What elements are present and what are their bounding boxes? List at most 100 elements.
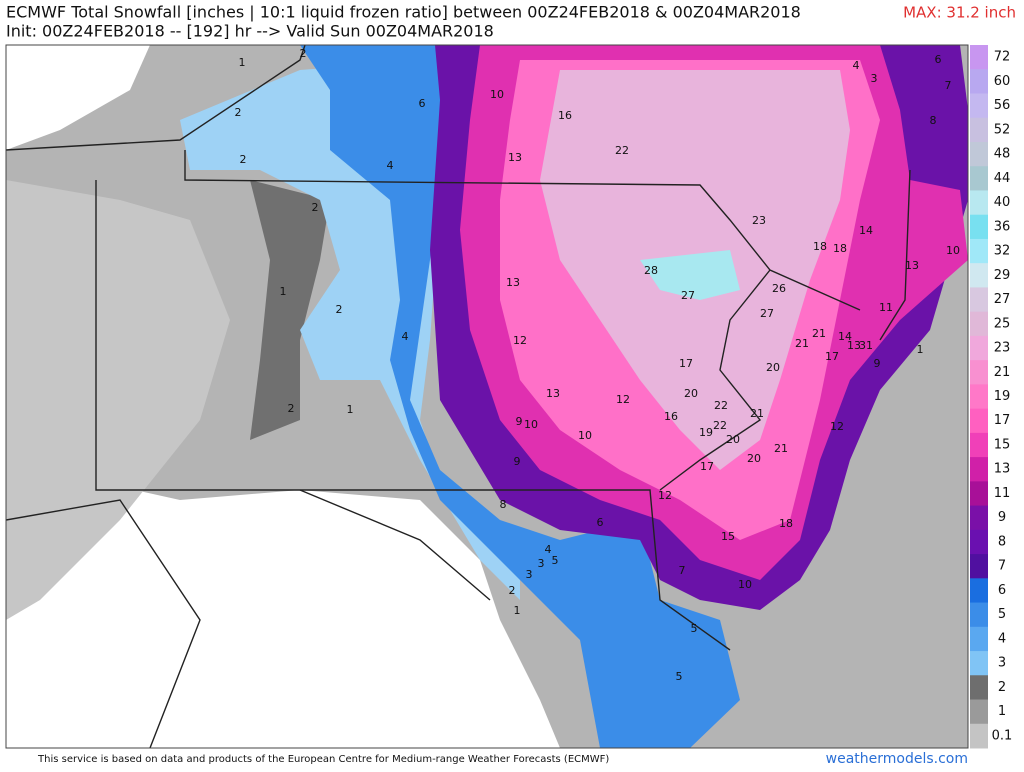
snowfall-label: 10 <box>524 418 538 431</box>
snowfall-label: 10 <box>578 429 592 442</box>
legend-swatch <box>970 190 988 216</box>
legend-swatch <box>970 554 988 579</box>
snowfall-label: 2 <box>312 201 319 214</box>
border <box>299 489 491 601</box>
snowfall-label: 27 <box>681 289 695 302</box>
legend-label: 48 <box>994 147 1011 162</box>
legend-swatch <box>970 578 988 604</box>
snowfall-label: 6 <box>419 97 426 110</box>
snowfall-label: 6 <box>597 516 604 529</box>
legend-label: 3 <box>998 656 1006 671</box>
snowfall-label: 21 <box>750 407 764 420</box>
snowfall-label: 20 <box>726 433 740 446</box>
snowfall-label: 16 <box>558 109 572 122</box>
snowfall-label: 17 <box>679 357 693 370</box>
snowfall-label: 4 <box>387 159 394 172</box>
no-snow-area <box>6 330 560 748</box>
snowfall-label: 21 <box>812 327 826 340</box>
no-snow-area <box>6 45 150 150</box>
legend-swatch <box>970 529 988 555</box>
snowfall-label: 20 <box>684 387 698 400</box>
snowfall-label: 22 <box>615 144 629 157</box>
snowfall-label: 1 <box>280 285 287 298</box>
snowfall-label: 3 <box>871 72 878 85</box>
snowfall-label: 17 <box>825 350 839 363</box>
legend-label: 2 <box>998 680 1006 695</box>
snowfall-label: 22 <box>713 419 727 432</box>
legend-swatch <box>970 651 988 676</box>
snowfall-label: 2 <box>288 402 295 415</box>
legend-swatch <box>970 311 988 337</box>
snowfall-label: 5 <box>552 554 559 567</box>
snowfall-label: 12 <box>830 420 844 433</box>
legend-swatch <box>970 335 988 361</box>
legend-swatch <box>970 214 988 240</box>
snowfall-label: 13 <box>506 276 520 289</box>
snowfall-label: 7 <box>679 564 686 577</box>
legend-swatch <box>970 675 988 701</box>
snowfall-label: 18 <box>813 240 827 253</box>
snowfall-label: 10 <box>738 578 752 591</box>
legend-label: 0.1 <box>992 728 1013 743</box>
border <box>184 150 861 311</box>
snowfall-label: 31 <box>859 339 873 352</box>
snowfall-label: 2 <box>300 47 307 60</box>
legend-label: 56 <box>994 98 1011 113</box>
legend-label: 13 <box>994 462 1011 477</box>
snowfall-label: 10 <box>490 88 504 101</box>
snowfall-label: 5 <box>676 670 683 683</box>
legend-swatch <box>970 287 988 313</box>
snowfall-label: 3 <box>538 557 545 570</box>
snowfall-label: 9 <box>514 455 521 468</box>
snowfall-label: 13 <box>508 151 522 164</box>
snowfall-label: 3 <box>526 568 533 581</box>
state-borders <box>6 45 911 748</box>
legend-swatch <box>970 432 988 458</box>
legend-swatch <box>970 723 988 749</box>
legend-label: 72 <box>994 50 1011 65</box>
legend-label: 5 <box>998 607 1006 622</box>
legend-label: 11 <box>994 486 1011 501</box>
color-legend: 7260565248444036322927252321191715131198… <box>970 45 1012 749</box>
snowfall-label: 1 <box>917 343 924 356</box>
snowfall-label: 2 <box>336 303 343 316</box>
legend-label: 52 <box>994 122 1011 137</box>
legend-label: 21 <box>994 365 1011 380</box>
snowfall-label: 21 <box>795 337 809 350</box>
snowfall-label: 1 <box>347 403 354 416</box>
two-inch-area <box>250 180 330 440</box>
snowfall-label: 21 <box>774 442 788 455</box>
snowfall-label: 6 <box>935 53 942 66</box>
legend-swatch <box>970 626 988 652</box>
legend-swatch <box>970 69 988 94</box>
snowfall-label: 13 <box>546 387 560 400</box>
snowfall-label: 26 <box>772 282 786 295</box>
snowfall-label: 4 <box>402 330 409 343</box>
legend-label: 40 <box>994 195 1011 210</box>
legend-label: 7 <box>998 559 1006 574</box>
border <box>6 45 306 151</box>
legend-label: 6 <box>998 583 1006 598</box>
legend-swatch <box>970 166 988 191</box>
legend-label: 15 <box>994 437 1011 452</box>
legend-swatch <box>970 263 988 288</box>
legend-label: 19 <box>994 389 1011 404</box>
legend-swatch <box>970 360 988 385</box>
subtitle: Init: 00Z24FEB2018 -- [192] hr --> Valid… <box>6 22 494 41</box>
snowfall-label: 23 <box>752 214 766 227</box>
legend-swatch <box>970 238 988 264</box>
snowfall-label: 1 <box>239 56 246 69</box>
legend-swatch <box>970 481 988 507</box>
snowfall-label: 4 <box>545 543 552 556</box>
legend-swatch <box>970 384 988 410</box>
legend-swatch <box>970 699 988 725</box>
legend-label: 17 <box>994 413 1011 428</box>
site-watermark[interactable]: weathermodels.com <box>826 751 968 767</box>
snowfall-label: 2 <box>509 584 516 597</box>
legend-label: 23 <box>994 341 1011 356</box>
snowfall-label: 28 <box>644 264 658 277</box>
snowfall-label: 14 <box>838 330 852 343</box>
